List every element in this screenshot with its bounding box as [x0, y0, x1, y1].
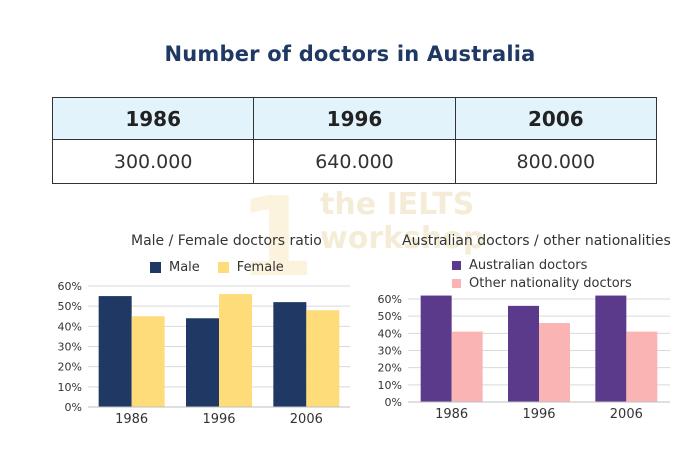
chart-gender-ratio: 0% 10% 20% 30% 40% 50% 60% 1986 1996 2006 — [58, 280, 350, 427]
table-cell-1986: 300.000 — [51, 139, 255, 184]
legend-swatch-female — [217, 262, 229, 273]
y-tick-label: 0% — [385, 396, 402, 409]
x-tick-label: 1996 — [522, 407, 555, 422]
bar-male-1996 — [186, 318, 219, 407]
legend-swatch-male — [150, 262, 161, 273]
legend-item-other: Other nationality doctors — [452, 276, 632, 291]
y-tick-label: 50% — [58, 300, 82, 313]
y-tick-label: 30% — [378, 345, 402, 358]
y-tick-label: 50% — [378, 310, 402, 323]
y-tick-label: 60% — [378, 293, 402, 306]
table-header-2006: 2006 — [454, 97, 658, 140]
doctors-table: 1986 1996 2006 300.000 640.000 800.000 — [51, 97, 658, 184]
table-header-row: 1986 1996 2006 — [51, 97, 658, 140]
page-title: Number of doctors in Australia — [164, 42, 536, 66]
legend-item-female: Female — [217, 260, 284, 275]
y-tick-label: 40% — [378, 327, 402, 340]
bar-australian-doctors-1986 — [420, 295, 452, 402]
legend-item-australian: Australian doctors — [452, 258, 632, 273]
table-cell-1996: 640.000 — [253, 139, 456, 184]
chart-title-nationality: Australian doctors / other nationalities — [402, 233, 671, 249]
table-cell-2006: 800.000 — [454, 139, 658, 184]
y-tick-label: 10% — [58, 381, 82, 394]
bar-male-1986 — [98, 296, 132, 407]
legend-label-australian: Australian doctors — [469, 258, 588, 273]
table-row: 300.000 640.000 800.000 — [51, 139, 658, 184]
bar-female-1986 — [131, 316, 165, 407]
y-tick-label: 0% — [65, 401, 82, 414]
legend-swatch-other — [452, 279, 461, 288]
table-header-1986: 1986 — [51, 97, 255, 140]
x-tick-label: 1986 — [115, 412, 148, 427]
chart-title-gender: Male / Female doctors ratio — [131, 233, 322, 249]
y-tick-label: 40% — [58, 320, 82, 333]
table-header-1996: 1996 — [253, 97, 456, 140]
y-tick-label: 20% — [378, 362, 402, 375]
x-tick-label: 1986 — [435, 407, 468, 422]
y-tick-label: 10% — [378, 379, 402, 392]
bar-other-nationality-doctors-1996 — [539, 323, 570, 402]
y-tick-label: 30% — [58, 341, 82, 354]
legend-item-male: Male — [150, 260, 200, 275]
bar-other-nationality-doctors-1986 — [451, 331, 483, 402]
x-tick-label: 1996 — [202, 412, 235, 427]
x-tick-label: 2006 — [290, 412, 323, 427]
legend-nationality: Australian doctors Other nationality doc… — [452, 258, 632, 291]
legend-gender: Male Female — [150, 260, 284, 275]
bar-male-2006 — [273, 302, 307, 407]
watermark-line-1: the IELTS — [320, 187, 475, 222]
bar-other-nationality-doctors-2006 — [626, 331, 658, 402]
bar-female-2006 — [306, 310, 340, 407]
legend-swatch-australian — [452, 261, 461, 270]
bar-australian-doctors-1996 — [508, 305, 539, 402]
legend-label-other: Other nationality doctors — [469, 276, 632, 291]
x-tick-label: 2006 — [610, 407, 643, 422]
legend-label-female: Female — [236, 260, 284, 275]
y-tick-label: 60% — [58, 280, 82, 293]
bar-female-1996 — [219, 294, 252, 407]
legend-label-male: Male — [169, 260, 200, 275]
bar-australian-doctors-2006 — [595, 295, 627, 402]
chart-nationality-ratio: 0% 10% 20% 30% 40% 50% 60% 1986 1996 2006 — [378, 293, 670, 422]
y-tick-label: 20% — [58, 361, 82, 374]
